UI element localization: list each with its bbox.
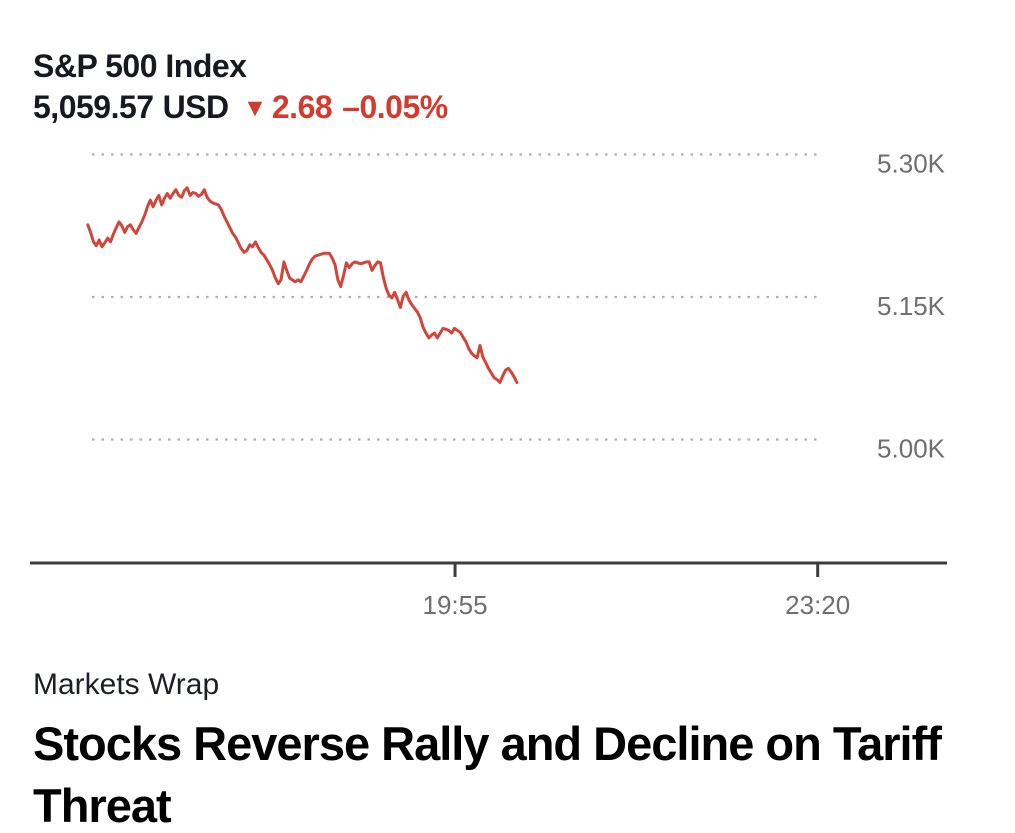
y-axis-label: 5.15K xyxy=(877,291,946,321)
index-title: S&P 500 Index xyxy=(33,48,247,84)
x-axis-label: 19:55 xyxy=(422,590,487,620)
down-arrow-icon: ▼ xyxy=(242,94,268,122)
price-change: 2.68 xyxy=(271,89,333,125)
section-link[interactable]: Markets Wrap xyxy=(33,668,220,701)
x-axis-label: 23:20 xyxy=(785,590,850,620)
y-axis-label: 5.00K xyxy=(877,434,946,464)
price-change-percent: –0.05% xyxy=(342,89,448,125)
y-axis-labels-group: 5.30K 5.15K 5.00K xyxy=(877,149,946,464)
y-axis-label: 5.30K xyxy=(877,149,946,179)
quote-header: S&P 500 Index 5,059.57 USD ▼ 2.68 –0.05% xyxy=(33,46,448,129)
article-headline[interactable]: Stocks Reverse Rally and Decline on Tari… xyxy=(33,717,942,832)
last-price: 5,059.57 xyxy=(33,89,154,125)
x-axis-ticks-group: 19:55 23:20 xyxy=(422,563,850,620)
price-line xyxy=(86,186,519,384)
article-block: Markets Wrap Stocks Reverse Rally and De… xyxy=(33,666,983,833)
price-chart[interactable]: 5.30K 5.15K 5.00K 19:55 23:20 xyxy=(0,0,1015,645)
currency-label: USD xyxy=(162,89,230,125)
price-row: 5,059.57 USD ▼ 2.68 –0.05% xyxy=(33,86,448,129)
gridlines-group xyxy=(92,153,818,441)
price-line-group xyxy=(86,186,519,384)
